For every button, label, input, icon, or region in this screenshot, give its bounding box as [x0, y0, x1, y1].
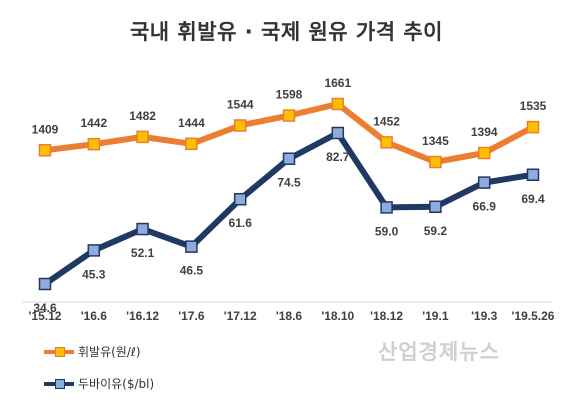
data-label-gasoline: 1535: [520, 99, 547, 113]
data-point-gasoline: [429, 155, 442, 169]
legend-swatch-gasoline: [44, 346, 74, 357]
data-point-gasoline: [87, 137, 101, 151]
legend-label-gasoline: 휘발유(원/ℓ): [78, 345, 141, 359]
legend-item-gasoline: 휘발유(원/ℓ): [44, 343, 141, 360]
x-tick-label: '17.12: [224, 309, 257, 323]
data-label-gasoline: 1544: [227, 97, 254, 111]
data-label-gasoline: 1345: [422, 134, 449, 148]
data-label-dubai: 52.1: [131, 246, 155, 260]
data-point-dubai: [233, 192, 247, 206]
data-point-dubai: [380, 201, 393, 214]
data-point-dubai: [429, 200, 442, 214]
data-point-gasoline: [526, 120, 540, 134]
x-tick-label: '16.12: [126, 309, 159, 323]
data-point-gasoline: [477, 146, 491, 160]
data-label-dubai: 46.5: [180, 264, 204, 278]
data-point-gasoline: [331, 97, 345, 111]
x-tick-label: '18.12: [370, 309, 403, 323]
data-label-gasoline: 1409: [32, 122, 59, 136]
data-label-gasoline: 1452: [373, 114, 400, 128]
data-label-dubai: 66.9: [473, 200, 497, 214]
legend-swatch-dubai: [44, 378, 74, 389]
x-tick-label: '15.12: [29, 309, 62, 323]
data-point-dubai: [477, 176, 491, 189]
legend-label-dubai: 두바이유($/bl): [78, 377, 155, 391]
x-tick-label: '16.6: [81, 309, 108, 323]
data-point-gasoline: [136, 130, 149, 144]
data-point-dubai: [38, 277, 52, 291]
data-point-dubai: [136, 222, 149, 236]
x-tick-label: '19.5.26: [512, 309, 555, 323]
data-point-gasoline: [185, 137, 198, 151]
x-tick-label: '17.6: [178, 309, 205, 323]
data-label-gasoline: 1394: [471, 125, 498, 139]
data-point-dubai: [282, 152, 296, 165]
x-tick-label: '19.1: [422, 309, 449, 323]
x-tick-label: '18.6: [276, 309, 303, 323]
data-label-dubai: 59.2: [424, 224, 448, 238]
data-point-dubai: [185, 240, 198, 253]
data-label-gasoline: 1661: [324, 76, 351, 90]
x-tick-label: '18.10: [321, 309, 354, 323]
data-point-gasoline: [233, 119, 247, 132]
data-label-gasoline: 1482: [129, 109, 156, 123]
chart-title: 국내 휘발유 · 국제 원유 가격 추이: [129, 20, 443, 44]
data-point-dubai: [526, 168, 540, 182]
data-point-gasoline: [282, 109, 296, 122]
data-label-dubai: 74.5: [277, 176, 301, 190]
data-point-gasoline: [380, 136, 393, 149]
data-label-dubai: 34.6: [33, 301, 57, 315]
data-label-dubai: 82.7: [326, 150, 350, 164]
data-label-gasoline: 1444: [178, 116, 205, 130]
legend-item-dubai: 두바이유($/bl): [44, 375, 154, 392]
data-label-dubai: 59.0: [375, 224, 399, 238]
data-label-dubai: 69.4: [521, 192, 545, 206]
x-tick-label: '19.3: [471, 309, 498, 323]
watermark: 산업경제뉴스: [378, 340, 500, 364]
data-point-dubai: [87, 244, 101, 257]
data-label-dubai: 61.6: [229, 216, 253, 230]
data-point-gasoline: [38, 144, 52, 157]
data-label-dubai: 45.3: [82, 267, 106, 281]
data-point-dubai: [331, 126, 345, 140]
data-label-gasoline: 1442: [80, 116, 107, 130]
data-label-gasoline: 1598: [276, 88, 303, 102]
